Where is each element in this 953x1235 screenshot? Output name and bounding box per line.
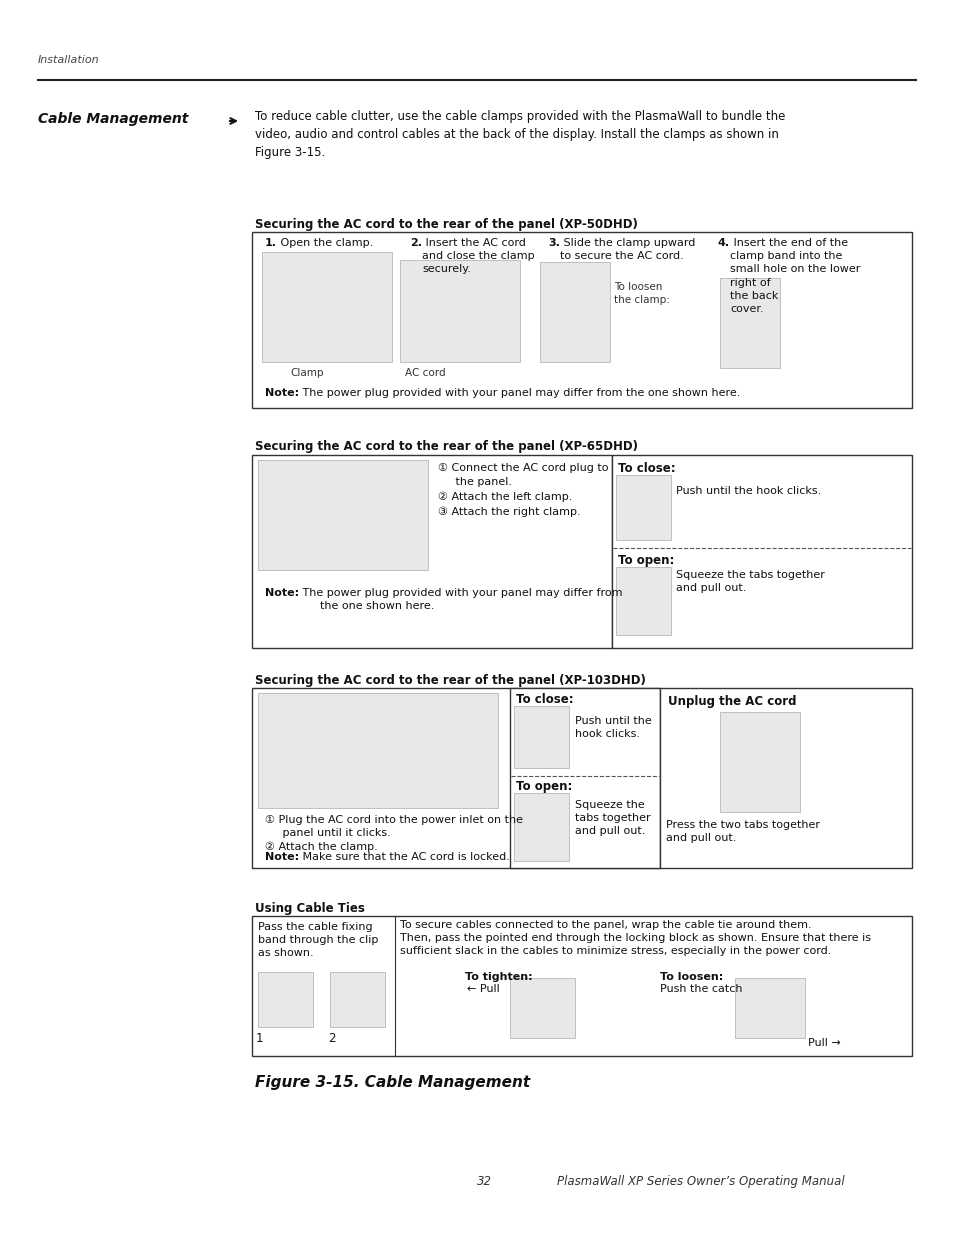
Text: 3.: 3. — [547, 238, 559, 248]
Text: Figure 3-15. Cable Management: Figure 3-15. Cable Management — [254, 1074, 530, 1091]
Text: Squeeze the
tabs together
and pull out.: Squeeze the tabs together and pull out. — [575, 800, 650, 836]
Bar — [330, 972, 385, 1028]
Bar — [514, 793, 568, 861]
Bar — [510, 688, 659, 868]
Text: Slide the clamp upward
to secure the AC cord.: Slide the clamp upward to secure the AC … — [559, 238, 695, 261]
Text: Open the clamp.: Open the clamp. — [276, 238, 373, 248]
Text: Squeeze the tabs together
and pull out.: Squeeze the tabs together and pull out. — [676, 571, 824, 593]
Text: To loosen
the clamp:: To loosen the clamp: — [614, 282, 669, 305]
Bar — [510, 978, 575, 1037]
Bar — [252, 916, 911, 1056]
Text: Push until the hook clicks.: Push until the hook clicks. — [676, 487, 821, 496]
Bar — [720, 713, 800, 811]
Text: Unplug the AC cord: Unplug the AC cord — [667, 695, 796, 708]
Text: Cable Management: Cable Management — [38, 112, 188, 126]
Bar — [616, 475, 670, 540]
Bar — [252, 688, 659, 868]
Text: To reduce cable clutter, use the cable clamps provided with the PlasmaWall to bu: To reduce cable clutter, use the cable c… — [254, 110, 784, 159]
Text: Push the catch: Push the catch — [659, 984, 741, 994]
Bar — [257, 459, 428, 571]
Text: Using Cable Ties: Using Cable Ties — [254, 902, 364, 915]
Text: To secure cables connected to the panel, wrap the cable tie around them.
Then, p: To secure cables connected to the panel,… — [399, 920, 870, 956]
Text: Clamp: Clamp — [290, 368, 323, 378]
Bar — [720, 278, 780, 368]
Text: Securing the AC cord to the rear of the panel (XP-50DHD): Securing the AC cord to the rear of the … — [254, 219, 638, 231]
Bar — [252, 232, 911, 408]
Bar — [257, 693, 497, 808]
Text: ① Connect the AC cord plug to
     the panel.
② Attach the left clamp.
③ Attach : ① Connect the AC cord plug to the panel.… — [437, 463, 608, 517]
Bar — [539, 262, 609, 362]
Bar — [734, 978, 804, 1037]
Text: To tighten:: To tighten: — [464, 972, 532, 982]
Bar — [616, 567, 670, 635]
Bar — [514, 706, 568, 768]
Text: Note:: Note: — [265, 852, 299, 862]
Bar — [262, 252, 392, 362]
Bar — [252, 454, 612, 648]
Text: AC cord: AC cord — [405, 368, 445, 378]
Text: To close:: To close: — [618, 462, 675, 475]
Text: Securing the AC cord to the rear of the panel (XP-103DHD): Securing the AC cord to the rear of the … — [254, 674, 645, 687]
Bar — [257, 972, 313, 1028]
Text: Pass the cable fixing
band through the clip
as shown.: Pass the cable fixing band through the c… — [257, 923, 378, 958]
Bar — [399, 261, 519, 362]
Text: To close:: To close: — [516, 693, 573, 706]
Text: 2: 2 — [328, 1032, 335, 1045]
Text: 2.: 2. — [410, 238, 421, 248]
Text: The power plug provided with your panel may differ from
      the one shown here: The power plug provided with your panel … — [298, 588, 622, 611]
Text: To open:: To open: — [516, 781, 572, 793]
Text: Note:: Note: — [265, 588, 299, 598]
Text: ← Pull: ← Pull — [467, 984, 499, 994]
Text: To loosen:: To loosen: — [659, 972, 722, 982]
Bar — [659, 688, 911, 868]
Text: 1.: 1. — [265, 238, 276, 248]
Text: Pull →: Pull → — [807, 1037, 840, 1049]
Text: Note:: Note: — [265, 388, 299, 398]
Text: Push until the
hook clicks.: Push until the hook clicks. — [575, 716, 651, 740]
Text: To open:: To open: — [618, 555, 674, 567]
Text: Securing the AC cord to the rear of the panel (XP-65DHD): Securing the AC cord to the rear of the … — [254, 440, 638, 453]
Text: Press the two tabs together
and pull out.: Press the two tabs together and pull out… — [665, 820, 820, 844]
Text: Insert the end of the
clamp band into the
small hole on the lower
right of
the b: Insert the end of the clamp band into th… — [729, 238, 860, 314]
Bar — [612, 454, 911, 648]
Text: 1: 1 — [255, 1032, 263, 1045]
Text: ① Plug the AC cord into the power inlet on the
     panel until it clicks.
② Att: ① Plug the AC cord into the power inlet … — [265, 815, 522, 852]
Text: Make sure that the AC cord is locked.: Make sure that the AC cord is locked. — [298, 852, 509, 862]
Text: The power plug provided with your panel may differ from the one shown here.: The power plug provided with your panel … — [298, 388, 740, 398]
Text: 4.: 4. — [718, 238, 729, 248]
Text: Insert the AC cord
and close the clamp
securely.: Insert the AC cord and close the clamp s… — [421, 238, 534, 274]
Text: 32: 32 — [476, 1174, 492, 1188]
Text: Installation: Installation — [38, 56, 99, 65]
Text: PlasmaWall XP Series Owner’s Operating Manual: PlasmaWall XP Series Owner’s Operating M… — [557, 1174, 843, 1188]
